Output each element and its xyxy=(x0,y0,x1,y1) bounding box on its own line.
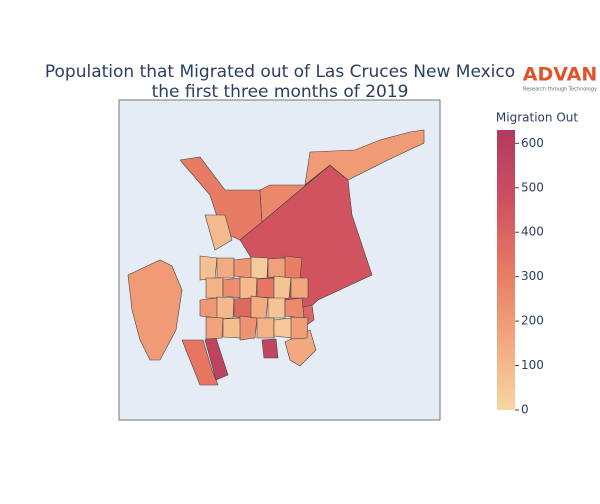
tract xyxy=(204,214,233,251)
tract xyxy=(222,277,243,299)
tract xyxy=(205,277,224,299)
tract xyxy=(273,275,292,301)
tract xyxy=(256,277,276,299)
colorbar-tick-label: 500 xyxy=(521,180,544,194)
tract xyxy=(181,339,219,386)
logo-name: ADVAN xyxy=(523,64,598,86)
tract xyxy=(290,277,309,299)
tract xyxy=(259,164,331,223)
colorbar-tick-label: 300 xyxy=(521,269,544,283)
tract xyxy=(284,255,303,281)
tract xyxy=(304,129,425,186)
tract xyxy=(256,317,275,339)
subtitle: the first three months of 2019 xyxy=(152,82,409,102)
colorbar-tick-label: 0 xyxy=(521,403,529,417)
tract xyxy=(216,296,235,320)
tract xyxy=(233,297,253,319)
tract xyxy=(233,257,254,279)
tract xyxy=(216,257,235,279)
colorbar-tick-label: 600 xyxy=(521,136,544,150)
tract xyxy=(290,316,309,340)
tract xyxy=(267,297,286,319)
tract xyxy=(261,338,279,359)
map xyxy=(127,129,425,386)
tract xyxy=(267,257,287,279)
colorbar-tick-label: 100 xyxy=(521,358,544,372)
tract xyxy=(127,259,183,361)
tract xyxy=(250,295,269,321)
colorbar-tick-label: 200 xyxy=(521,314,544,328)
tract xyxy=(205,316,224,340)
tract xyxy=(199,255,218,281)
logo-tagline: Research through Technology xyxy=(523,87,597,93)
title: Population that Migrated out of Las Cruc… xyxy=(45,62,515,82)
tract xyxy=(199,297,220,319)
colorbar xyxy=(497,130,515,410)
tract xyxy=(239,315,258,341)
tract xyxy=(284,297,305,319)
tract xyxy=(222,317,242,339)
colorbar-tick-label: 400 xyxy=(521,225,544,239)
colorbar-title: Migration Out xyxy=(496,111,578,125)
tract xyxy=(250,256,269,280)
tract xyxy=(239,276,258,300)
tract xyxy=(273,317,294,339)
colorbar-ticks: 0 100 200 300 400 500 600 xyxy=(515,136,544,417)
